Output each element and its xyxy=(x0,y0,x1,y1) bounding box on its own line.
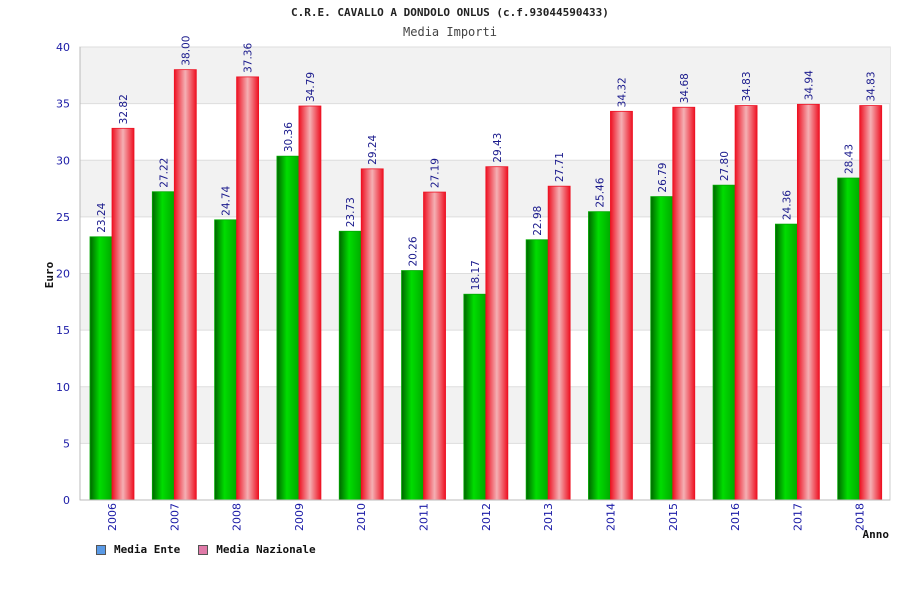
bar-media-nazionale-2011 xyxy=(423,191,446,501)
bar-media-ente-2018 xyxy=(837,177,861,501)
bar-media-ente-2009 xyxy=(276,155,300,501)
bar-media-nazionale-2017 xyxy=(796,103,820,501)
bar-media-nazionale-2016 xyxy=(734,105,758,501)
bar-media-nazionale-2008 xyxy=(236,76,260,501)
x-tick-label: 2010 xyxy=(355,503,368,531)
data-label: 29.24 xyxy=(367,134,379,164)
data-label: 34.83 xyxy=(741,71,753,101)
legend-swatch-media-ente xyxy=(96,544,106,555)
bar-media-ente-2014 xyxy=(588,211,611,501)
y-tick-label: 40 xyxy=(56,41,70,54)
data-label: 37.36 xyxy=(243,43,255,73)
y-axis-label: Euro xyxy=(43,261,56,288)
data-label: 24.36 xyxy=(781,190,793,220)
chart-subtitle: Media Importi xyxy=(403,25,497,39)
bar-media-nazionale-2014 xyxy=(610,110,633,501)
x-tick-label: 2016 xyxy=(729,503,742,531)
y-tick-label: 10 xyxy=(56,381,70,394)
bar-media-ente-2006 xyxy=(89,236,113,501)
legend-item-media-nazionale: Media Nazionale xyxy=(198,543,316,556)
x-tick-label: 2015 xyxy=(667,503,680,531)
y-tick-label: 15 xyxy=(56,324,70,337)
axes-group: 0 5 10 15 20 25 30 35 40 Euro Anno 2006 2007 2008 2009… xyxy=(43,41,890,541)
legend-label-media-nazionale: Media Nazionale xyxy=(216,543,316,556)
data-label: 32.82 xyxy=(118,94,130,124)
bars-group xyxy=(89,69,883,501)
data-label: 23.73 xyxy=(345,197,357,227)
data-label: 34.79 xyxy=(305,72,317,102)
y-tick-label: 35 xyxy=(56,98,70,111)
x-tick-label: 2011 xyxy=(418,503,431,531)
x-tick-label: 2017 xyxy=(791,503,804,531)
x-tick-label: 2006 xyxy=(106,503,119,531)
data-labels-group: 23.24 32.82 27.22 38.00 24.74 37.36 30.36 34.79… xyxy=(96,36,878,291)
bar-media-nazionale-2009 xyxy=(298,105,322,501)
bar-media-nazionale-2007 xyxy=(173,69,197,501)
data-label: 28.43 xyxy=(844,144,856,174)
bar-media-ente-2013 xyxy=(525,239,549,501)
data-label: 34.68 xyxy=(679,73,691,103)
bar-media-nazionale-2013 xyxy=(547,185,571,501)
data-label: 27.80 xyxy=(719,151,731,181)
y-tick-label: 30 xyxy=(56,154,70,167)
legend-label-media-ente: Media Ente xyxy=(114,543,181,556)
x-tick-label: 2013 xyxy=(542,503,555,531)
x-tick-label: 2008 xyxy=(231,503,244,531)
x-tick-label: 2014 xyxy=(604,503,617,531)
x-axis-label: Anno xyxy=(863,528,890,541)
bar-media-nazionale-2018 xyxy=(859,105,883,501)
data-label: 20.26 xyxy=(408,236,420,266)
legend: Media Ente Media Nazionale xyxy=(96,543,334,556)
data-label: 27.19 xyxy=(430,158,442,188)
data-label: 23.24 xyxy=(96,202,108,232)
x-tick-label: 2007 xyxy=(168,503,181,531)
bar-media-ente-2017 xyxy=(774,223,798,501)
data-label: 29.43 xyxy=(492,133,504,163)
data-label: 38.00 xyxy=(180,36,192,66)
bar-media-ente-2008 xyxy=(214,219,238,501)
data-label: 30.36 xyxy=(283,122,295,152)
bar-media-ente-2011 xyxy=(401,270,424,501)
data-label: 27.22 xyxy=(158,158,170,188)
bar-media-ente-2007 xyxy=(151,191,175,501)
data-label: 34.32 xyxy=(616,77,628,107)
bar-media-nazionale-2015 xyxy=(672,106,696,501)
bar-media-ente-2010 xyxy=(338,230,362,501)
bar-media-nazionale-2010 xyxy=(360,168,384,501)
y-tick-label: 25 xyxy=(56,211,70,224)
y-tick-label: 0 xyxy=(63,494,70,507)
data-label: 25.46 xyxy=(594,177,606,207)
data-label: 34.94 xyxy=(803,70,815,100)
chart-title: C.R.E. CAVALLO A DONDOLO ONLUS (c.f.9304… xyxy=(291,6,609,19)
bar-media-nazionale-2006 xyxy=(111,127,135,501)
legend-item-media-ente: Media Ente xyxy=(96,543,180,556)
data-label: 34.83 xyxy=(866,71,878,101)
y-tick-label: 20 xyxy=(56,268,70,281)
bar-media-ente-2015 xyxy=(650,196,674,501)
legend-swatch-media-nazionale xyxy=(198,544,209,555)
grid-band xyxy=(80,160,890,217)
grid-band xyxy=(80,47,890,104)
data-label: 26.79 xyxy=(657,163,669,193)
bar-media-ente-2016 xyxy=(712,184,736,501)
bar-media-nazionale-2012 xyxy=(485,166,509,501)
x-tick-label: 2012 xyxy=(480,503,493,531)
data-label: 18.17 xyxy=(470,260,482,290)
data-label: 22.98 xyxy=(532,206,544,236)
bar-media-ente-2012 xyxy=(463,293,487,501)
data-label: 27.71 xyxy=(554,152,566,182)
data-label: 24.74 xyxy=(221,185,233,215)
y-tick-label: 5 xyxy=(63,437,70,450)
x-tick-label: 2009 xyxy=(293,503,306,531)
x-tick-label: 2018 xyxy=(854,503,867,531)
